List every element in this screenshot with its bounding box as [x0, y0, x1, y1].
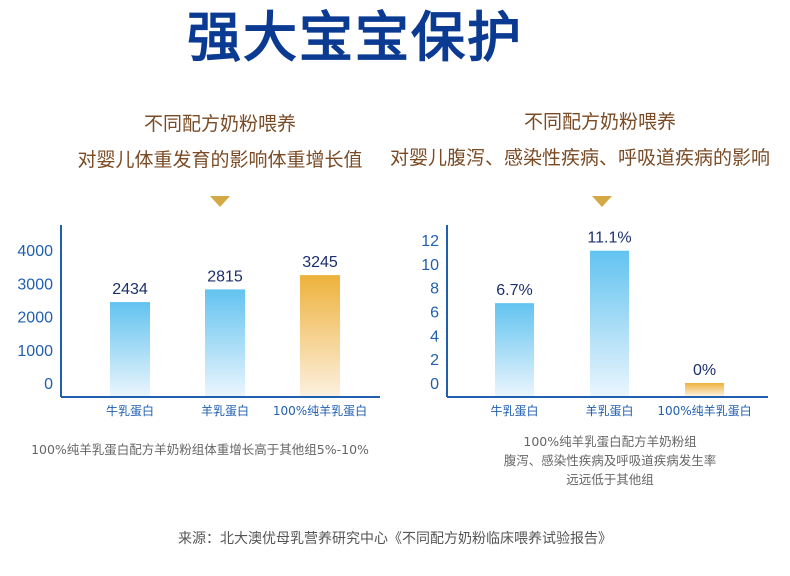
x-category-label: 羊乳蛋白 — [201, 403, 249, 418]
left-note: 100%纯羊乳蛋白配方羊奶粉组体重增长高于其他组5%-10% — [31, 442, 369, 457]
y-tick-label: 1000 — [17, 343, 53, 360]
x-category-label: 牛乳蛋白 — [490, 403, 538, 418]
y-tick-label: 4000 — [17, 243, 53, 260]
bar-data-label: 6.7% — [496, 282, 532, 299]
x-category-label: 羊乳蛋白 — [585, 403, 633, 418]
y-tick-label: 6 — [430, 305, 439, 322]
y-tick-label: 12 — [421, 233, 439, 250]
bar-data-label: 2815 — [207, 268, 243, 285]
left-subtitle-1: 不同配方奶粉喂养 — [143, 113, 296, 135]
bar — [300, 275, 340, 396]
page-title: 强大宝宝保护 — [187, 6, 523, 69]
right-subtitle-1: 不同配方奶粉喂养 — [523, 111, 676, 133]
bar — [495, 303, 534, 396]
y-tick-label: 2000 — [17, 310, 53, 327]
y-tick-label: 0 — [44, 376, 53, 393]
y-tick-label: 0 — [430, 376, 439, 393]
right-note-line: 100%纯羊乳蛋白配方羊奶粉组 — [523, 434, 697, 449]
bar — [590, 250, 629, 396]
y-tick-label: 8 — [430, 281, 439, 298]
y-tick-label: 10 — [421, 257, 439, 274]
y-tick-label: 3000 — [17, 276, 53, 293]
bar — [110, 302, 150, 396]
bar-data-label: 0% — [693, 362, 716, 379]
bar-data-label: 2434 — [112, 281, 148, 298]
y-tick-label: 4 — [430, 328, 439, 345]
bar — [685, 383, 724, 396]
right-note-line: 远远低于其他组 — [566, 472, 654, 487]
right-note-line: 腹泻、感染性疾病及呼吸道疾病发生率 — [503, 453, 717, 468]
x-category-label: 牛乳蛋白 — [106, 403, 154, 418]
bar-data-label: 3245 — [302, 254, 338, 271]
right-note: 100%纯羊乳蛋白配方羊奶粉组 腹泻、感染性疾病及呼吸道疾病发生率 远远低于其他… — [440, 432, 780, 489]
bar — [205, 289, 245, 396]
x-category-label: 100%纯羊乳蛋白 — [657, 403, 751, 418]
bar-data-label: 11.1% — [587, 230, 631, 247]
left-subtitle-2: 对婴儿体重发育的影响体重增长值 — [77, 149, 363, 171]
source-citation: 来源：北大澳优母乳营养研究中心《不同配方奶粉临床喂养试验报告》 — [178, 531, 612, 547]
pointer-triangle-icon — [592, 196, 612, 207]
y-tick-label: 2 — [430, 352, 439, 369]
x-category-label: 100%纯羊乳蛋白 — [273, 403, 367, 418]
right-subtitle-2: 对婴儿腹泻、感染性疾病、呼吸道疾病的影响 — [389, 147, 770, 169]
pointer-triangle-icon — [210, 196, 230, 207]
